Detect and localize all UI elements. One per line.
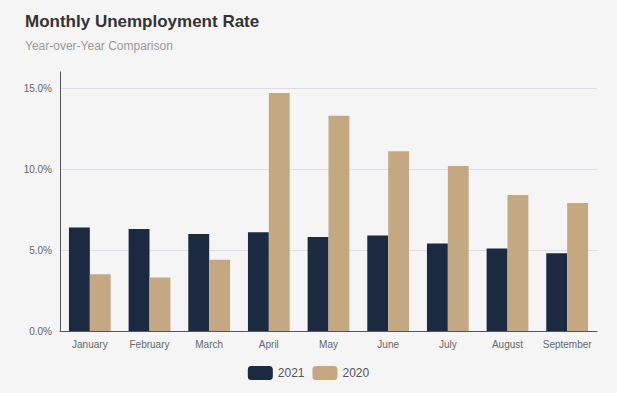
svg-text:Monthly Unemployment Rate: Monthly Unemployment Rate [25,12,259,31]
svg-text:Year-over-Year Comparison: Year-over-Year Comparison [25,39,173,53]
svg-text:0.0%: 0.0% [29,326,52,337]
svg-text:5.0%: 5.0% [29,245,52,256]
svg-text:2020: 2020 [343,366,370,380]
svg-text:January: January [72,339,108,350]
svg-text:15.0%: 15.0% [24,83,52,94]
svg-text:September: September [543,339,593,350]
svg-text:April: April [259,339,279,350]
svg-text:July: July [439,339,457,350]
svg-text:August: August [492,339,523,350]
svg-text:May: May [319,339,338,350]
svg-text:March: March [195,339,223,350]
svg-text:June: June [377,339,399,350]
svg-text:2021: 2021 [278,366,305,380]
svg-text:10.0%: 10.0% [24,164,52,175]
svg-text:February: February [129,339,169,350]
